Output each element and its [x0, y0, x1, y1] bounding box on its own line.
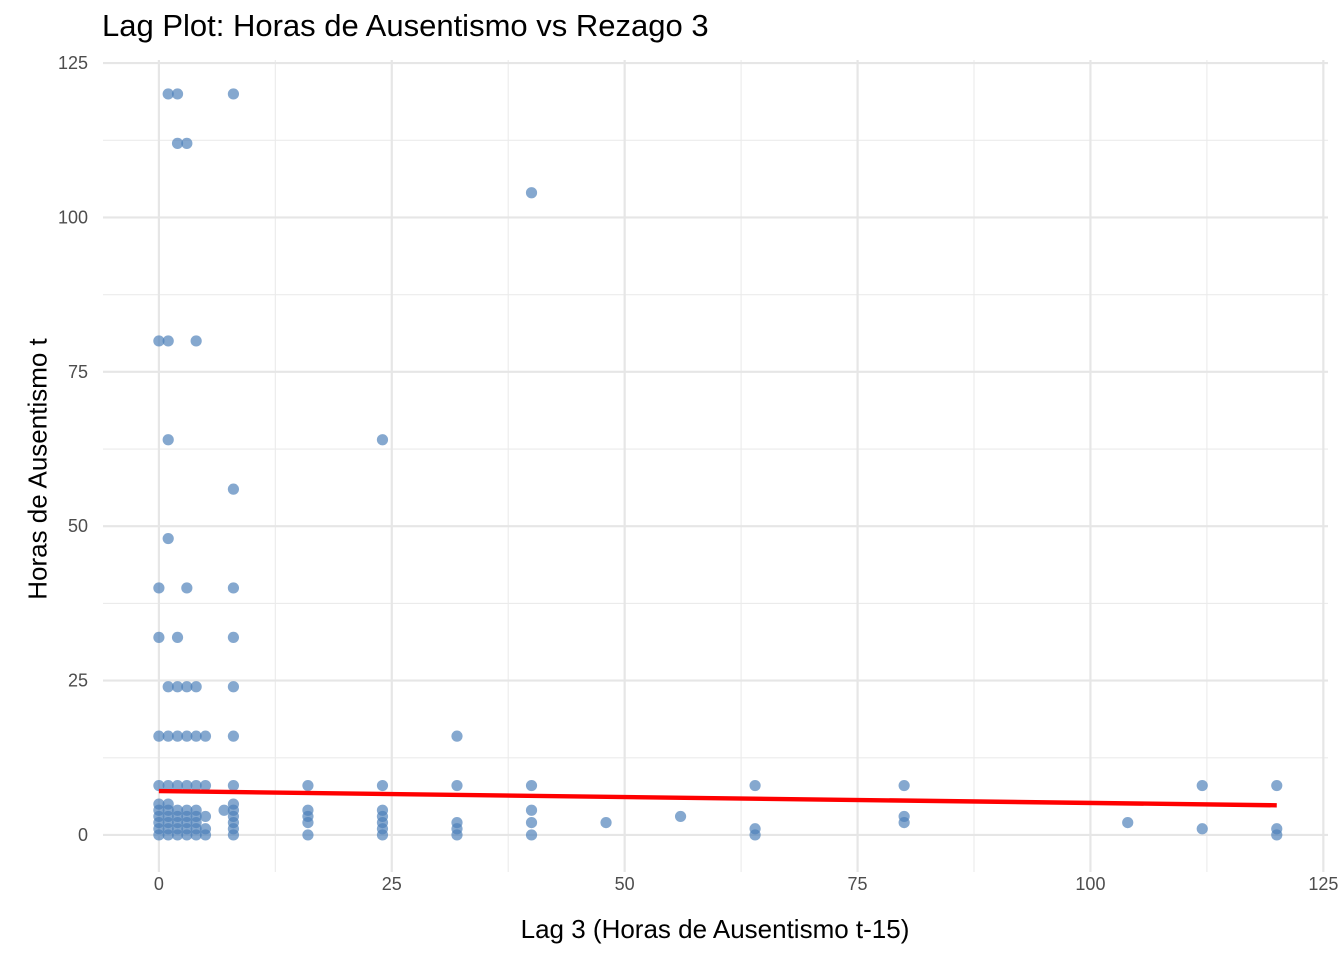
data-point — [451, 779, 463, 792]
data-point — [898, 817, 910, 829]
data-point — [162, 730, 174, 742]
trend-line-group — [158, 788, 1277, 808]
data-point — [376, 829, 389, 841]
data-point — [1271, 829, 1283, 841]
data-point — [171, 681, 184, 693]
data-point — [199, 810, 212, 823]
data-point — [218, 804, 230, 816]
data-point — [376, 434, 389, 446]
data-point — [525, 779, 538, 792]
data-point — [1196, 779, 1208, 792]
data-point — [162, 335, 174, 347]
data-point — [181, 730, 193, 742]
x-tick-label: 25 — [382, 874, 402, 894]
x-axis-label: Lag 3 (Horas de Ausentismo t-15) — [520, 914, 910, 944]
tick-labels: 0 25 50 75 100 125 0 25 50 75 100 125 — [58, 53, 1338, 894]
data-point — [525, 829, 538, 841]
data-point — [162, 532, 174, 545]
data-point — [171, 137, 184, 149]
data-point — [181, 829, 193, 841]
data-point — [199, 779, 212, 792]
data-point — [153, 631, 165, 643]
data-point — [525, 187, 538, 199]
data-point — [227, 681, 240, 693]
data-point — [451, 730, 463, 742]
data-point — [674, 810, 687, 823]
data-point — [749, 829, 761, 841]
data-point — [162, 434, 174, 446]
data-point — [153, 730, 165, 742]
data-point — [190, 681, 202, 693]
data-point — [749, 779, 761, 792]
data-points — [153, 88, 1283, 841]
y-tick-label: 100 — [58, 207, 88, 227]
data-point — [1122, 817, 1134, 829]
data-point — [302, 817, 314, 829]
trend-line — [158, 788, 1277, 808]
data-point — [227, 88, 240, 100]
data-point — [162, 681, 174, 693]
data-point — [190, 829, 202, 841]
data-point — [227, 730, 240, 742]
data-point — [181, 582, 193, 594]
data-point — [181, 681, 193, 693]
x-tick-label: 0 — [154, 874, 164, 894]
data-point — [153, 779, 165, 792]
y-tick-label: 75 — [68, 362, 88, 382]
data-point — [171, 829, 184, 841]
data-point — [162, 88, 174, 100]
y-tick-label: 125 — [58, 53, 88, 73]
y-axis-label: Horas de Ausentismo t — [22, 338, 53, 600]
data-point — [181, 779, 193, 792]
data-point — [153, 582, 165, 594]
data-point — [190, 730, 202, 742]
x-tick-label: 75 — [848, 874, 868, 894]
data-point — [302, 829, 314, 841]
data-point — [171, 779, 184, 792]
data-point — [190, 779, 202, 792]
data-point — [525, 804, 538, 816]
data-point — [898, 779, 910, 792]
data-point — [302, 779, 314, 792]
chart-title: Lag Plot: Horas de Ausentismo vs Rezago … — [102, 8, 709, 43]
data-point — [227, 582, 240, 594]
x-tick-label: 50 — [615, 874, 635, 894]
y-tick-label: 50 — [68, 516, 88, 536]
data-point — [199, 730, 212, 742]
data-point — [171, 88, 184, 100]
data-point — [376, 779, 389, 792]
data-point — [153, 829, 165, 841]
data-point — [525, 817, 538, 829]
y-tick-label: 0 — [78, 825, 88, 845]
data-point — [227, 483, 240, 495]
data-point — [181, 137, 193, 149]
data-point — [451, 829, 463, 841]
data-point — [190, 335, 202, 347]
data-point — [227, 631, 240, 643]
x-tick-label: 100 — [1075, 874, 1105, 894]
x-tick-label: 125 — [1308, 874, 1338, 894]
data-point — [227, 829, 240, 841]
y-tick-label: 25 — [68, 671, 88, 691]
data-point — [1271, 779, 1283, 792]
data-point — [153, 335, 165, 347]
data-point — [171, 631, 184, 643]
grid — [103, 60, 1328, 872]
data-point — [162, 829, 174, 841]
data-point — [162, 779, 174, 792]
data-point — [600, 817, 612, 829]
data-point — [1196, 823, 1208, 835]
data-point — [171, 730, 184, 742]
data-point — [227, 779, 240, 792]
data-point — [199, 829, 212, 841]
